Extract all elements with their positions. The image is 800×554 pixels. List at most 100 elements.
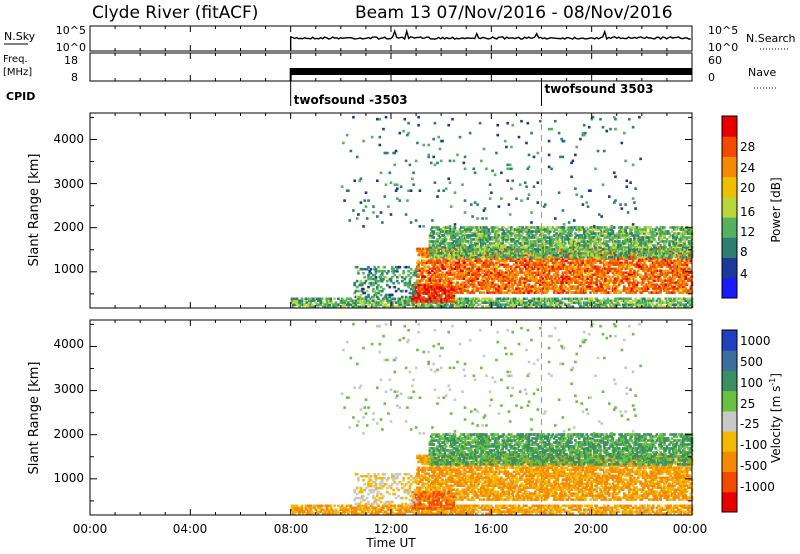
power-cell — [660, 257, 664, 261]
power-cell — [539, 261, 542, 265]
power-cell — [478, 236, 482, 239]
power-cell — [417, 292, 420, 295]
power-cell — [650, 281, 654, 284]
power-cell — [480, 299, 483, 303]
power-cell — [655, 283, 659, 286]
power-cell — [444, 305, 448, 308]
power-cell — [502, 232, 506, 235]
power-cell — [544, 269, 547, 273]
power-cell — [668, 303, 671, 306]
power-cell — [596, 299, 600, 303]
power-cell — [616, 291, 620, 294]
power-cell — [486, 232, 489, 235]
power-cell — [572, 251, 576, 255]
noise-right-label: N.Search — [746, 32, 796, 45]
power-cell — [438, 263, 442, 267]
power-cell — [684, 287, 688, 290]
power-cell — [684, 299, 688, 303]
power-cell — [557, 257, 561, 261]
power-cell — [584, 281, 587, 284]
power-cell — [488, 238, 492, 241]
power-cell — [594, 265, 597, 269]
power-cell — [398, 297, 402, 301]
power-cell — [313, 305, 316, 308]
power-cell — [530, 244, 533, 247]
power-cell — [432, 252, 435, 255]
power-cell — [566, 236, 570, 239]
power-cell — [510, 226, 513, 229]
power-cell — [460, 236, 463, 239]
power-cell — [574, 281, 577, 284]
power-cell — [619, 273, 622, 276]
power-cell — [581, 257, 585, 261]
power-cell — [645, 257, 649, 261]
power-cell — [507, 255, 511, 259]
power-cell — [518, 259, 522, 263]
power-cell — [623, 271, 626, 274]
power-cell — [531, 257, 535, 261]
power-cell — [664, 261, 667, 265]
power-cell — [616, 301, 620, 304]
power-cell — [592, 301, 596, 304]
power-cell — [521, 232, 524, 235]
power-cell — [497, 265, 501, 269]
power-cell — [382, 297, 385, 301]
power-cell — [456, 257, 459, 261]
power-cell — [562, 250, 566, 253]
power-cell — [517, 257, 521, 261]
power-cell — [481, 236, 484, 239]
power-cell — [576, 285, 580, 288]
power-cell — [546, 257, 550, 261]
power-cell — [442, 261, 445, 265]
power-cell — [609, 249, 612, 253]
power-cell — [364, 301, 368, 304]
power-cell — [682, 287, 685, 290]
power-cell — [481, 242, 484, 245]
power-cell — [576, 242, 580, 245]
power-cell — [493, 291, 497, 294]
power-cell — [470, 259, 473, 263]
power-cell — [682, 303, 685, 306]
power-cell — [584, 263, 587, 267]
power-cell — [477, 297, 481, 301]
power-cell — [562, 275, 566, 278]
power-cell — [584, 279, 587, 282]
power-cell — [635, 265, 639, 269]
power-cell — [471, 267, 474, 271]
power-cell — [660, 301, 664, 304]
power-cell — [552, 254, 556, 257]
power-cell — [629, 281, 632, 284]
power-cell — [377, 297, 380, 301]
power-cell — [556, 248, 560, 251]
power-cell — [660, 281, 664, 284]
power-cell — [455, 230, 458, 233]
power-cell — [515, 265, 518, 269]
power-cell — [518, 230, 522, 233]
power-cell — [606, 263, 610, 267]
power-cell — [386, 297, 389, 301]
power-cell — [482, 228, 486, 231]
power-cell — [570, 234, 573, 237]
power-cell — [669, 305, 672, 308]
power-cell — [581, 259, 585, 263]
power-cell — [493, 265, 497, 269]
power-cell — [472, 234, 476, 237]
power-cell — [517, 234, 521, 237]
power-cell — [596, 265, 600, 269]
power-cell — [457, 230, 461, 233]
power-cell — [577, 230, 581, 233]
power-cell — [580, 281, 583, 284]
power-cell — [586, 242, 590, 245]
power-cell — [446, 303, 449, 306]
power-cell — [587, 299, 591, 303]
power-cell — [510, 265, 513, 269]
power-cell — [565, 250, 568, 253]
power-cell — [618, 289, 621, 292]
power-cell — [536, 246, 540, 249]
power-cell — [570, 299, 573, 303]
power-cell — [566, 232, 570, 235]
power-cell — [513, 267, 517, 271]
power-cell — [452, 294, 456, 297]
power-cell — [444, 238, 448, 241]
power-cell — [521, 267, 524, 271]
